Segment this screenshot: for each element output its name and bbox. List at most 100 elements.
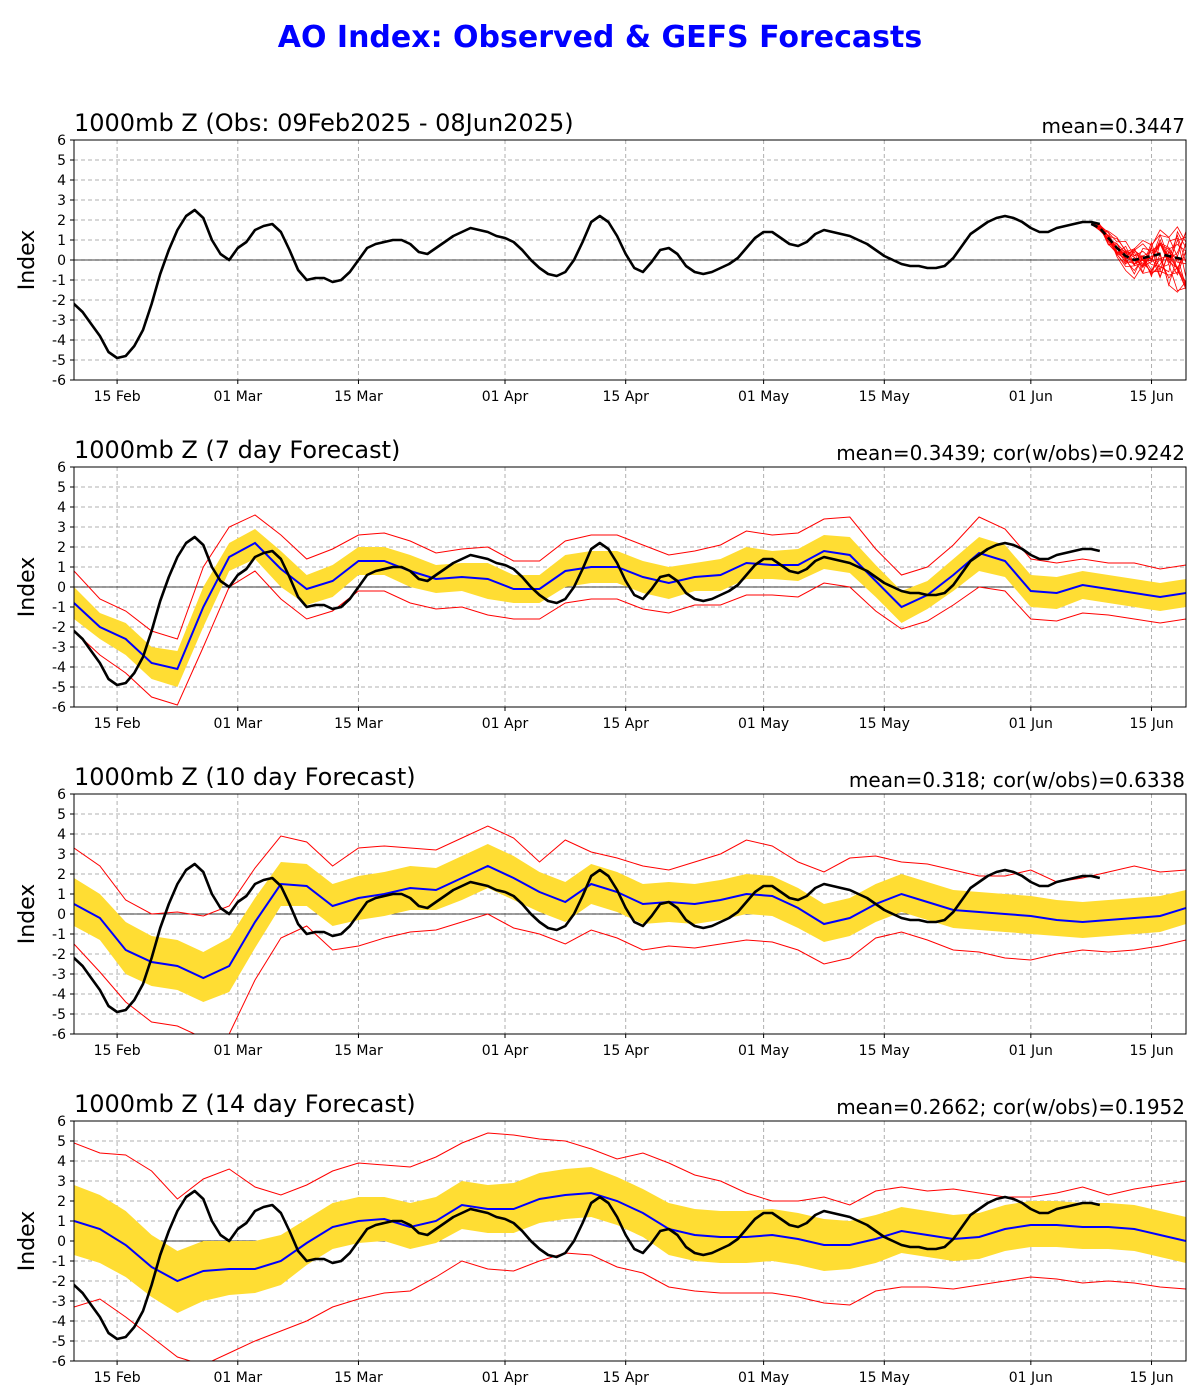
ensemble-max-line: [74, 1132, 1186, 1206]
y-tick-label: -5: [52, 1007, 66, 1023]
y-tick-label: -1: [52, 600, 66, 616]
y-tick-label: 1: [57, 1214, 66, 1230]
ensemble-member-line: [1091, 223, 1186, 265]
observed-line: [74, 862, 1101, 1014]
x-tick-label: 01 Mar: [213, 1370, 262, 1386]
y-tick-label: -1: [52, 273, 66, 289]
ensemble-member-line: [1091, 223, 1186, 293]
y-tick-label: -4: [52, 1314, 66, 1330]
figure-title: AO Index: Observed & GEFS Forecasts: [277, 20, 923, 55]
ensemble-max-line: [74, 514, 1186, 640]
y-tick-label: -1: [52, 927, 66, 943]
x-tick-label: 01 Mar: [213, 1043, 262, 1059]
x-tick-label: 15 Feb: [94, 1370, 141, 1386]
y-tick-label: 6: [57, 460, 66, 476]
chart-panel-3: -6 -5 -4 -3 -2 -1 0 1 2 3 4 5 6 15 Feb 01 Mar 15 Mar 01 …: [15, 763, 1187, 1059]
y-axis-label: Index: [15, 1211, 40, 1272]
x-tick-label: 01 May: [738, 716, 789, 732]
ensemble-max-line: [74, 825, 1186, 917]
y-tick-label: 4: [57, 173, 66, 189]
y-tick-label: 3: [57, 193, 66, 209]
chart-panel-4: -6 -5 -4 -3 -2 -1 0 1 2 3 4 5 6 15 Feb 01 Mar 15 Mar 01 …: [15, 1090, 1187, 1386]
ensemble-min-line: [74, 913, 1186, 1034]
x-tick-label: 15 Feb: [94, 389, 141, 405]
y-axis-label: Index: [15, 557, 40, 618]
y-tick-label: -2: [52, 293, 66, 309]
x-tick-label: 01 Mar: [213, 389, 262, 405]
x-tick-label: 01 Jun: [1009, 1043, 1053, 1059]
x-tick-label: 15 May: [859, 1043, 910, 1059]
y-tick-label: -2: [52, 1274, 66, 1290]
y-tick-label: -6: [52, 700, 66, 716]
y-tick-label: 1: [57, 887, 66, 903]
y-tick-label: 0: [57, 907, 66, 923]
ensemble-min-line: [74, 1252, 1186, 1361]
panel-statistic: mean=0.3439; cor(w/obs)=0.9242: [836, 441, 1185, 465]
y-tick-label: -2: [52, 947, 66, 963]
x-tick-label: 15 Apr: [602, 389, 649, 405]
panel-title: 1000mb Z (10 day Forecast): [74, 763, 416, 791]
ensemble-member-line: [1091, 223, 1186, 286]
x-tick-label: 15 Apr: [602, 1370, 649, 1386]
ensemble-min-line: [74, 570, 1186, 706]
y-tick-label: -4: [52, 660, 66, 676]
ensemble-spread-band: [74, 529, 1186, 687]
x-tick-label: 01 Apr: [482, 389, 529, 405]
panel-title: 1000mb Z (14 day Forecast): [74, 1090, 416, 1118]
y-tick-label: 6: [57, 133, 66, 149]
y-tick-label: 3: [57, 520, 66, 536]
panel-statistic: mean=0.3447: [1042, 114, 1185, 138]
x-tick-label: 01 Apr: [482, 1370, 529, 1386]
x-tick-label: 15 Mar: [334, 389, 383, 405]
x-tick-label: 01 Apr: [482, 1043, 529, 1059]
y-tick-label: 3: [57, 1174, 66, 1190]
y-tick-label: 5: [57, 480, 66, 496]
y-tick-label: -6: [52, 1354, 66, 1370]
x-tick-label: 01 Apr: [482, 716, 529, 732]
observed-line: [74, 535, 1101, 687]
x-tick-label: 01 May: [738, 389, 789, 405]
y-tick-label: 5: [57, 807, 66, 823]
chart-panel-2: -6 -5 -4 -3 -2 -1 0 1 2 3 4 5 6 15 Feb 01 Mar 15 Mar 01 …: [15, 436, 1187, 732]
y-tick-label: -3: [52, 967, 66, 983]
y-tick-label: 4: [57, 1154, 66, 1170]
y-tick-label: 1: [57, 233, 66, 249]
x-tick-label: 15 Feb: [94, 716, 141, 732]
ensemble-mean-line: [74, 864, 1186, 980]
chart-panel-1: -6 -5 -4 -3 -2 -1 0 1 2 3 4 5 6 15 Feb 01 Mar 15 Mar 01 …: [15, 109, 1187, 405]
y-tick-label: 4: [57, 500, 66, 516]
ensemble-mean-line: [74, 541, 1186, 671]
panel-statistic: mean=0.2662; cor(w/obs)=0.1952: [836, 1095, 1185, 1119]
y-tick-label: -5: [52, 1334, 66, 1350]
y-tick-label: -2: [52, 620, 66, 636]
x-tick-label: 15 May: [859, 1370, 910, 1386]
y-tick-label: -3: [52, 313, 66, 329]
y-tick-label: -5: [52, 353, 66, 369]
y-tick-label: 2: [57, 867, 66, 883]
observed-line: [74, 1189, 1101, 1341]
plot-area: [74, 208, 1186, 360]
x-tick-label: 15 Jun: [1129, 1043, 1173, 1059]
plot-area: [74, 825, 1186, 1034]
x-tick-label: 15 May: [859, 389, 910, 405]
y-tick-label: 2: [57, 213, 66, 229]
ensemble-member-line: [1090, 223, 1186, 278]
x-tick-label: 01 Jun: [1009, 716, 1053, 732]
panel-title: 1000mb Z (Obs: 09Feb2025 - 08Jun2025): [74, 109, 574, 137]
x-tick-label: 01 Mar: [213, 716, 262, 732]
panel-title: 1000mb Z (7 day Forecast): [74, 436, 400, 464]
y-tick-label: 1: [57, 560, 66, 576]
ensemble-spread-band: [74, 844, 1186, 1002]
ensemble-member-line: [1091, 223, 1186, 289]
y-tick-label: -1: [52, 1254, 66, 1270]
y-tick-label: 0: [57, 580, 66, 596]
y-tick-label: -6: [52, 1027, 66, 1043]
y-tick-label: -6: [52, 373, 66, 389]
y-tick-label: -4: [52, 333, 66, 349]
x-tick-label: 15 Mar: [334, 1370, 383, 1386]
x-tick-label: 15 Jun: [1129, 389, 1173, 405]
x-tick-label: 15 Apr: [602, 1043, 649, 1059]
panel-statistic: mean=0.318; cor(w/obs)=0.6338: [849, 768, 1185, 792]
y-tick-label: 6: [57, 1114, 66, 1130]
